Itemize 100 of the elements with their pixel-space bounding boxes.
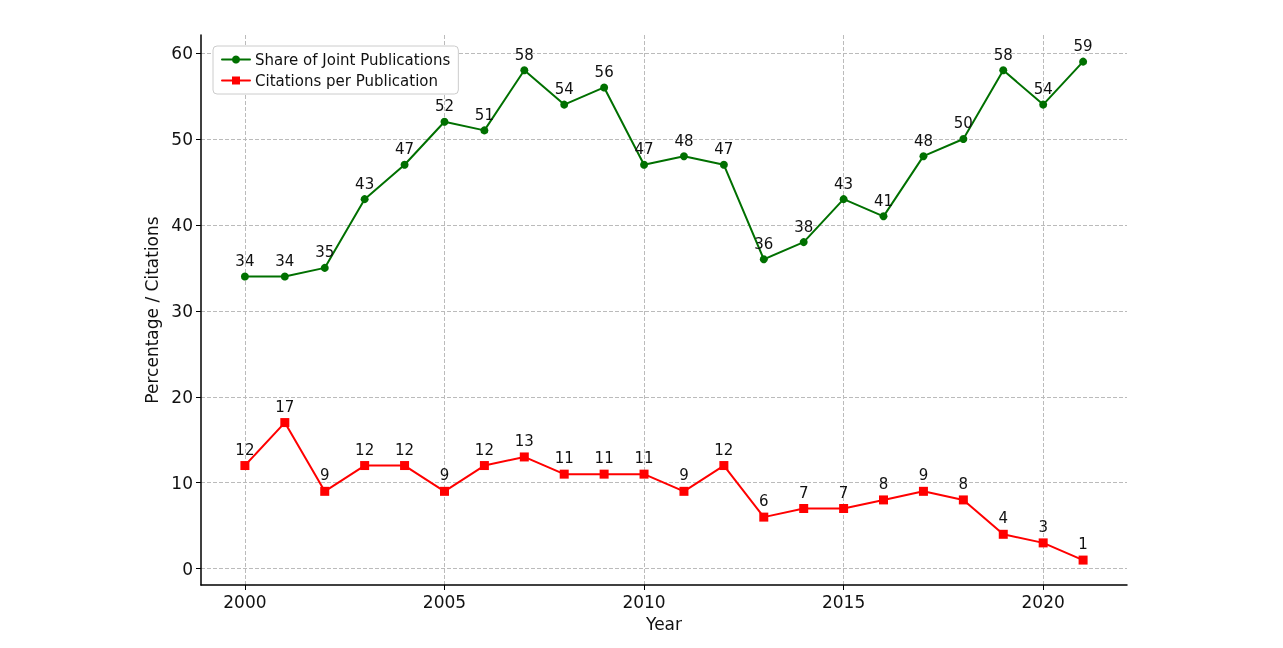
point xyxy=(600,83,609,92)
point xyxy=(958,495,968,505)
data-label: 58 xyxy=(993,45,1013,64)
point xyxy=(280,418,290,428)
point xyxy=(839,504,849,514)
data-label: 59 xyxy=(1073,37,1093,56)
data-label: 54 xyxy=(554,80,574,99)
point xyxy=(640,160,649,169)
point xyxy=(519,452,529,462)
data-label: 3 xyxy=(1038,517,1048,536)
point xyxy=(679,486,689,496)
data-label: 43 xyxy=(355,174,375,193)
data-label: 6 xyxy=(759,492,769,511)
point xyxy=(479,461,489,471)
data-label: 54 xyxy=(1033,80,1053,99)
y-tick-label: 60 xyxy=(171,43,193,64)
x-axis-title: Year xyxy=(645,613,682,634)
data-label: 1 xyxy=(1078,535,1088,554)
data-label: 11 xyxy=(594,449,614,468)
data-label: 12 xyxy=(395,440,415,459)
x-tick-label: 2005 xyxy=(422,591,467,612)
point xyxy=(1039,100,1048,109)
data-label: 12 xyxy=(474,440,494,459)
data-label: 9 xyxy=(918,466,929,485)
data-label: 11 xyxy=(634,449,654,468)
y-tick-label: 20 xyxy=(171,386,193,407)
data-label: 17 xyxy=(275,397,295,416)
data-label: 56 xyxy=(594,62,614,81)
point xyxy=(360,461,370,471)
data-label: 43 xyxy=(834,174,854,193)
data-label: 9 xyxy=(319,466,330,485)
point xyxy=(919,152,928,161)
data-label: 58 xyxy=(514,45,534,64)
point xyxy=(959,134,968,143)
point xyxy=(240,272,249,281)
point xyxy=(320,263,329,272)
data-label: 8 xyxy=(958,474,969,493)
data-label: 9 xyxy=(439,466,450,485)
data-label: 11 xyxy=(554,449,574,468)
data-label: 48 xyxy=(674,131,694,150)
point xyxy=(879,495,889,505)
point xyxy=(520,66,529,75)
point xyxy=(559,469,569,479)
data-label: 35 xyxy=(315,243,335,262)
point xyxy=(400,160,409,169)
data-label: 52 xyxy=(434,97,455,116)
point xyxy=(240,461,250,471)
y-tick-label: 0 xyxy=(182,558,193,579)
point xyxy=(998,529,1008,539)
data-label: 41 xyxy=(873,191,894,210)
data-label: 12 xyxy=(235,440,255,459)
y-axis-title: Percentage / Citations xyxy=(141,216,162,404)
point xyxy=(839,195,848,204)
y-tick-label: 40 xyxy=(171,214,193,235)
point xyxy=(1078,555,1088,565)
data-label: 51 xyxy=(474,105,494,124)
legend-label: Citations per Publication xyxy=(255,71,439,90)
data-label: 9 xyxy=(679,466,689,485)
point xyxy=(400,461,410,471)
point xyxy=(759,512,769,522)
data-label: 12 xyxy=(714,440,734,459)
point xyxy=(439,486,449,496)
point xyxy=(879,212,888,221)
point xyxy=(480,126,489,135)
data-label: 13 xyxy=(514,431,534,450)
point xyxy=(999,66,1008,75)
x-tick-label: 2020 xyxy=(1021,591,1065,612)
point xyxy=(599,469,609,479)
data-label: 48 xyxy=(913,131,933,150)
point xyxy=(1038,538,1048,548)
x-tick-label: 2000 xyxy=(223,591,267,612)
y-tick-label: 10 xyxy=(171,472,193,493)
point xyxy=(759,255,768,264)
data-label: 34 xyxy=(275,251,295,270)
x-tick-label: 2015 xyxy=(821,591,866,612)
data-label: 47 xyxy=(714,140,734,159)
point xyxy=(360,195,369,204)
point xyxy=(639,469,649,479)
point xyxy=(719,461,729,471)
point xyxy=(1079,57,1088,66)
point xyxy=(799,238,808,247)
point xyxy=(280,272,289,281)
data-label: 4 xyxy=(998,509,1009,528)
y-tick-label: 50 xyxy=(171,128,193,149)
data-label: 47 xyxy=(395,140,415,159)
point xyxy=(799,504,809,514)
y-tick-label: 30 xyxy=(171,300,193,321)
data-label: 7 xyxy=(838,483,849,502)
legend-label: Share of Joint Publications xyxy=(255,50,451,69)
data-label: 7 xyxy=(798,483,809,502)
data-label: 8 xyxy=(878,474,889,493)
point xyxy=(918,486,928,496)
point xyxy=(719,160,728,169)
point xyxy=(560,100,569,109)
point xyxy=(320,486,330,496)
point xyxy=(440,117,449,126)
data-label: 50 xyxy=(953,114,973,133)
data-label: 34 xyxy=(235,251,255,270)
x-tick-label: 2010 xyxy=(622,591,666,612)
data-label: 12 xyxy=(355,440,375,459)
